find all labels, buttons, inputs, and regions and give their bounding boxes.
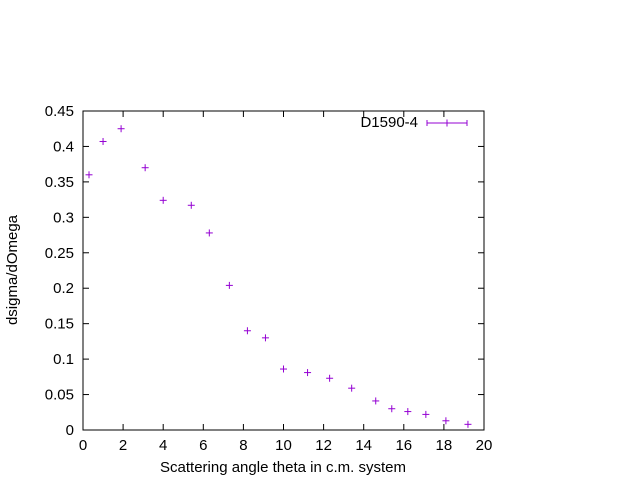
data-points <box>85 125 472 428</box>
data-point <box>117 125 125 133</box>
data-point <box>243 327 251 335</box>
legend-label: D1590-4 <box>360 114 418 131</box>
x-tick-label: 18 <box>436 437 453 454</box>
data-point <box>99 137 107 145</box>
x-tick-label: 12 <box>315 437 332 454</box>
y-tick-label: 0.3 <box>53 209 74 226</box>
y-tick-label: 0 <box>66 422 74 439</box>
legend-sample <box>426 119 468 127</box>
legend: D1590-4 <box>360 114 468 131</box>
data-point <box>348 384 356 392</box>
ticks: 0 2 4 6 8 10 12 14 16 18 20 0 0.05 0.1 0.15 0.2 0.25 0.3 0… <box>45 103 493 454</box>
y-tick-label: 0.35 <box>45 174 74 191</box>
y-tick-label: 0.15 <box>45 316 74 333</box>
data-point <box>326 374 334 382</box>
data-point <box>404 408 412 416</box>
data-point <box>422 410 430 418</box>
x-tick-label: 6 <box>199 437 207 454</box>
data-point <box>225 281 233 289</box>
data-point <box>304 369 312 377</box>
y-axis-label: dsigma/dOmega <box>4 214 21 325</box>
x-tick-label: 20 <box>476 437 493 454</box>
x-tick-label: 10 <box>275 437 292 454</box>
data-point <box>261 334 269 342</box>
x-tick-label: 4 <box>159 437 167 454</box>
data-point <box>159 196 167 204</box>
data-point <box>372 397 380 405</box>
y-tick-label: 0.05 <box>45 387 74 404</box>
plot-frame <box>82 110 485 431</box>
data-point <box>187 201 195 209</box>
x-tick-label: 2 <box>119 437 127 454</box>
x-axis-label: Scattering angle theta in c.m. system <box>160 459 406 476</box>
x-tick-label: 8 <box>239 437 247 454</box>
data-point <box>388 405 396 413</box>
y-tick-label: 0.4 <box>53 138 74 155</box>
data-point <box>442 417 450 425</box>
data-point <box>205 229 213 237</box>
y-tick-label: 0.2 <box>53 280 74 297</box>
y-tick-label: 0.1 <box>53 351 74 368</box>
data-point <box>141 164 149 172</box>
data-point <box>464 420 472 428</box>
data-point <box>280 365 287 373</box>
x-tick-label: 14 <box>355 437 372 454</box>
y-tick-label: 0.25 <box>45 245 74 262</box>
x-tick-label: 16 <box>395 437 412 454</box>
data-point <box>85 171 93 179</box>
y-tick-label: 0.45 <box>45 103 74 120</box>
x-tick-label: 0 <box>79 437 87 454</box>
axes <box>82 110 485 431</box>
